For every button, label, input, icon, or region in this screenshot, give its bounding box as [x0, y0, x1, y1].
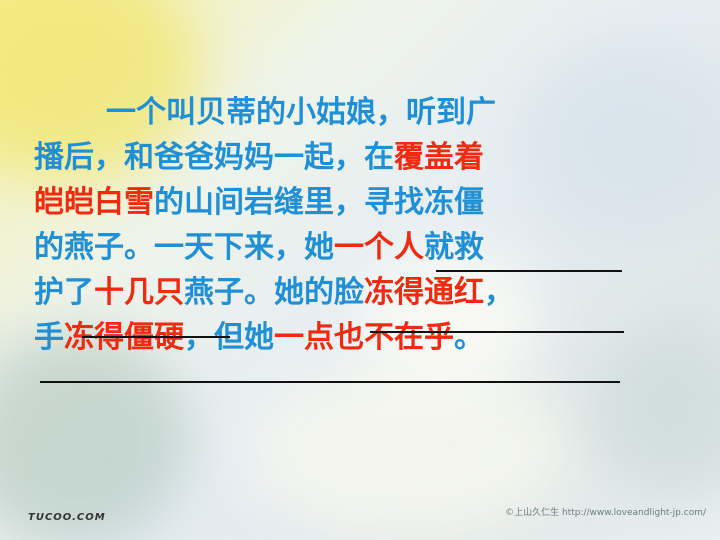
- underline-mark: [40, 381, 620, 383]
- text-run: 的燕子。一天下来，她: [34, 230, 334, 265]
- text-run: 燕子。她的脸: [184, 275, 364, 310]
- highlight-run: 一个人: [334, 230, 424, 265]
- background-blur-blue: [520, 40, 720, 240]
- highlight-run: 皑皑白雪: [34, 185, 154, 220]
- tucoo-logo: TUCOO.COM: [28, 512, 106, 523]
- text-run: 手: [34, 320, 64, 355]
- text-run: 护了: [34, 275, 94, 310]
- underline-mark: [370, 331, 624, 333]
- text-run: 一个叫贝蒂的小姑娘，听到广: [106, 95, 496, 130]
- highlight-run: 覆盖着: [394, 140, 484, 175]
- paragraph-line-1: 一个叫贝蒂的小姑娘，听到广: [34, 90, 694, 135]
- underline-mark: [82, 336, 230, 338]
- background-blur-light: [250, 360, 570, 540]
- paragraph-line-3: 皑皑白雪的山间岩缝里，寻找冻僵: [34, 180, 694, 225]
- background-blur-green: [0, 330, 190, 540]
- text-run: 播后，和爸爸妈妈一起，在: [34, 140, 394, 175]
- background-blur-white: [360, 250, 540, 390]
- image-credit: ©上山久仁生 http://www.loveandlight-jp.com/: [505, 508, 706, 518]
- text-run: ，: [484, 275, 514, 310]
- background-blur-grey: [600, 330, 720, 500]
- highlight-run: 十几只: [94, 275, 184, 310]
- paragraph-line-4: 的燕子。一天下来，她一个人就救: [34, 225, 694, 270]
- highlight-run: 一点也不在乎: [274, 320, 454, 355]
- highlight-run: 冻得通红: [364, 275, 484, 310]
- text-run: 的山间岩缝里，寻找冻僵: [154, 185, 484, 220]
- slide-paragraph: 一个叫贝蒂的小姑娘，听到广 播后，和爸爸妈妈一起，在覆盖着 皑皑白雪的山间岩缝里…: [34, 90, 694, 360]
- paragraph-line-5: 护了十几只燕子。她的脸冻得通红，: [34, 270, 694, 315]
- text-run: 。: [454, 320, 484, 355]
- paragraph-line-2: 播后，和爸爸妈妈一起，在覆盖着: [34, 135, 694, 180]
- underline-mark: [436, 270, 622, 272]
- text-run: 就救: [424, 230, 484, 265]
